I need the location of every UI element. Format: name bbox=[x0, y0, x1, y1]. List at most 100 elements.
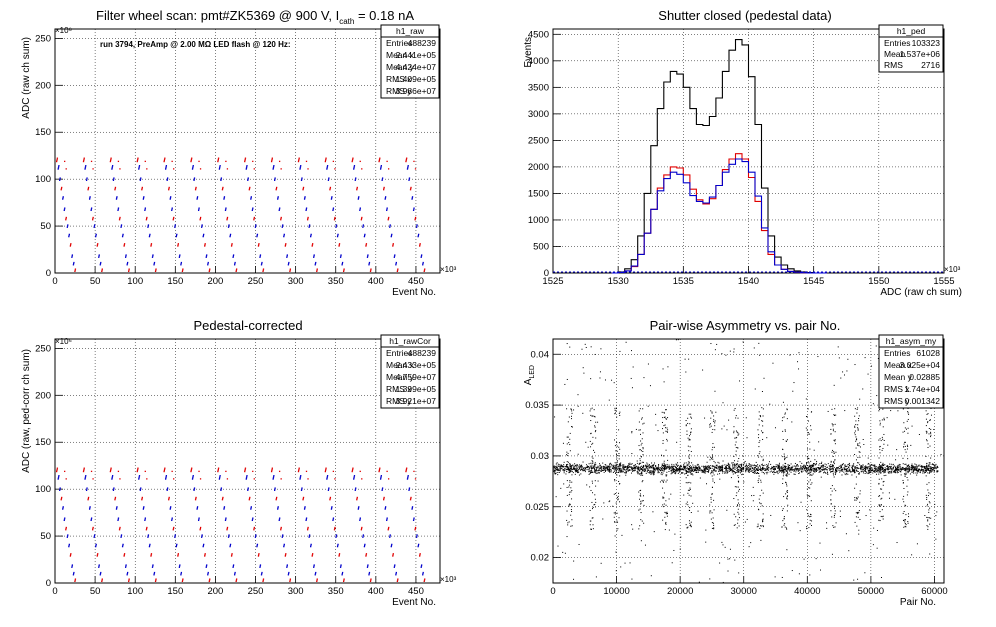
raw-point bbox=[315, 262, 316, 263]
asym-point bbox=[730, 351, 731, 352]
cor-point bbox=[340, 564, 341, 565]
cor-point bbox=[389, 537, 390, 538]
asym-point bbox=[708, 470, 709, 471]
cor-point bbox=[110, 470, 111, 471]
asym-point bbox=[689, 495, 690, 496]
cor-point bbox=[143, 506, 144, 507]
asym-point bbox=[918, 465, 919, 466]
asym-point bbox=[673, 470, 674, 471]
asym-point bbox=[895, 472, 896, 473]
asym-point bbox=[756, 468, 757, 469]
asym-point bbox=[810, 516, 811, 517]
cor-point bbox=[115, 497, 116, 498]
asym-point bbox=[830, 429, 831, 430]
cor-point bbox=[97, 553, 98, 554]
cor-point bbox=[280, 529, 281, 530]
asym-point bbox=[616, 503, 617, 504]
cor-point bbox=[306, 517, 307, 518]
asym-point bbox=[707, 462, 708, 463]
asym-point bbox=[580, 465, 581, 466]
asym-point bbox=[749, 471, 750, 472]
asym-point bbox=[807, 494, 808, 495]
raw-point bbox=[191, 159, 192, 160]
asym-point bbox=[618, 481, 619, 482]
asym-point bbox=[562, 552, 563, 553]
asym-point bbox=[844, 468, 845, 469]
raw-point bbox=[391, 235, 392, 236]
cor-point bbox=[331, 507, 332, 508]
asym-point bbox=[612, 467, 613, 468]
asym-point bbox=[929, 524, 930, 525]
asym-point bbox=[596, 468, 597, 469]
asym-point bbox=[869, 466, 870, 467]
asym-point bbox=[854, 467, 855, 468]
asym-xtick-label-0: 0 bbox=[550, 586, 555, 597]
asym-point bbox=[832, 468, 833, 469]
asym-point bbox=[839, 472, 840, 473]
raw-point bbox=[416, 227, 417, 228]
raw-point bbox=[386, 210, 387, 211]
cor-point bbox=[204, 554, 205, 555]
cor-point bbox=[74, 581, 75, 582]
asym-point bbox=[591, 466, 592, 467]
asym-point bbox=[607, 467, 608, 468]
asym-point bbox=[775, 576, 776, 577]
cor-point bbox=[112, 476, 113, 477]
cor-point bbox=[113, 489, 114, 490]
cor-point bbox=[227, 478, 228, 479]
raw-point bbox=[143, 196, 144, 197]
raw-point bbox=[288, 264, 289, 265]
cor-ytick-label-2: 100 bbox=[35, 484, 51, 495]
cor-point bbox=[381, 475, 382, 476]
asym-point bbox=[705, 469, 706, 470]
asym-point bbox=[897, 410, 898, 411]
raw-point bbox=[336, 224, 337, 225]
asym-point bbox=[722, 469, 723, 470]
raw-point bbox=[221, 179, 222, 180]
asym-point bbox=[832, 554, 833, 555]
cor-point bbox=[113, 490, 114, 491]
asym-point bbox=[811, 471, 812, 472]
asym-point bbox=[712, 457, 713, 458]
asym-point bbox=[734, 525, 735, 526]
asym-point bbox=[847, 474, 848, 475]
asym-point bbox=[783, 472, 784, 473]
asym-point bbox=[941, 454, 942, 455]
raw-point bbox=[382, 177, 383, 178]
asym-point bbox=[786, 476, 787, 477]
asym-point bbox=[714, 429, 715, 430]
cor-point bbox=[305, 520, 306, 521]
asym-point bbox=[874, 465, 875, 466]
cor-point bbox=[362, 535, 363, 536]
asym-point bbox=[852, 468, 853, 469]
asym-point bbox=[880, 468, 881, 469]
asym-point bbox=[643, 465, 644, 466]
asym-point bbox=[737, 467, 738, 468]
asym-point bbox=[738, 477, 739, 478]
asym-point bbox=[748, 467, 749, 468]
asym-point bbox=[647, 471, 648, 472]
asym-point bbox=[690, 489, 691, 490]
asym-point bbox=[879, 420, 880, 421]
cor-point bbox=[313, 566, 314, 567]
raw-point bbox=[98, 256, 99, 257]
asym-point bbox=[935, 468, 936, 469]
asym-point bbox=[854, 471, 855, 472]
asym-point bbox=[712, 466, 713, 467]
asym-point bbox=[770, 471, 771, 472]
cor-xtick-label-5: 250 bbox=[248, 586, 264, 597]
asym-point bbox=[690, 432, 691, 433]
asym-point bbox=[741, 471, 742, 472]
asym-point bbox=[766, 466, 767, 467]
raw-annotation: run 3794, PreAmp @ 2.00 MΩ LED flash @ 1… bbox=[100, 40, 291, 49]
asym-point bbox=[579, 466, 580, 467]
asym-point bbox=[930, 462, 931, 463]
cor-point bbox=[88, 497, 89, 498]
asym-point bbox=[716, 468, 717, 469]
asym-point bbox=[770, 468, 771, 469]
asym-point bbox=[770, 464, 771, 465]
asym-point bbox=[678, 469, 679, 470]
asym-point bbox=[589, 463, 590, 464]
asym-point bbox=[761, 490, 762, 491]
raw-point bbox=[352, 158, 353, 159]
